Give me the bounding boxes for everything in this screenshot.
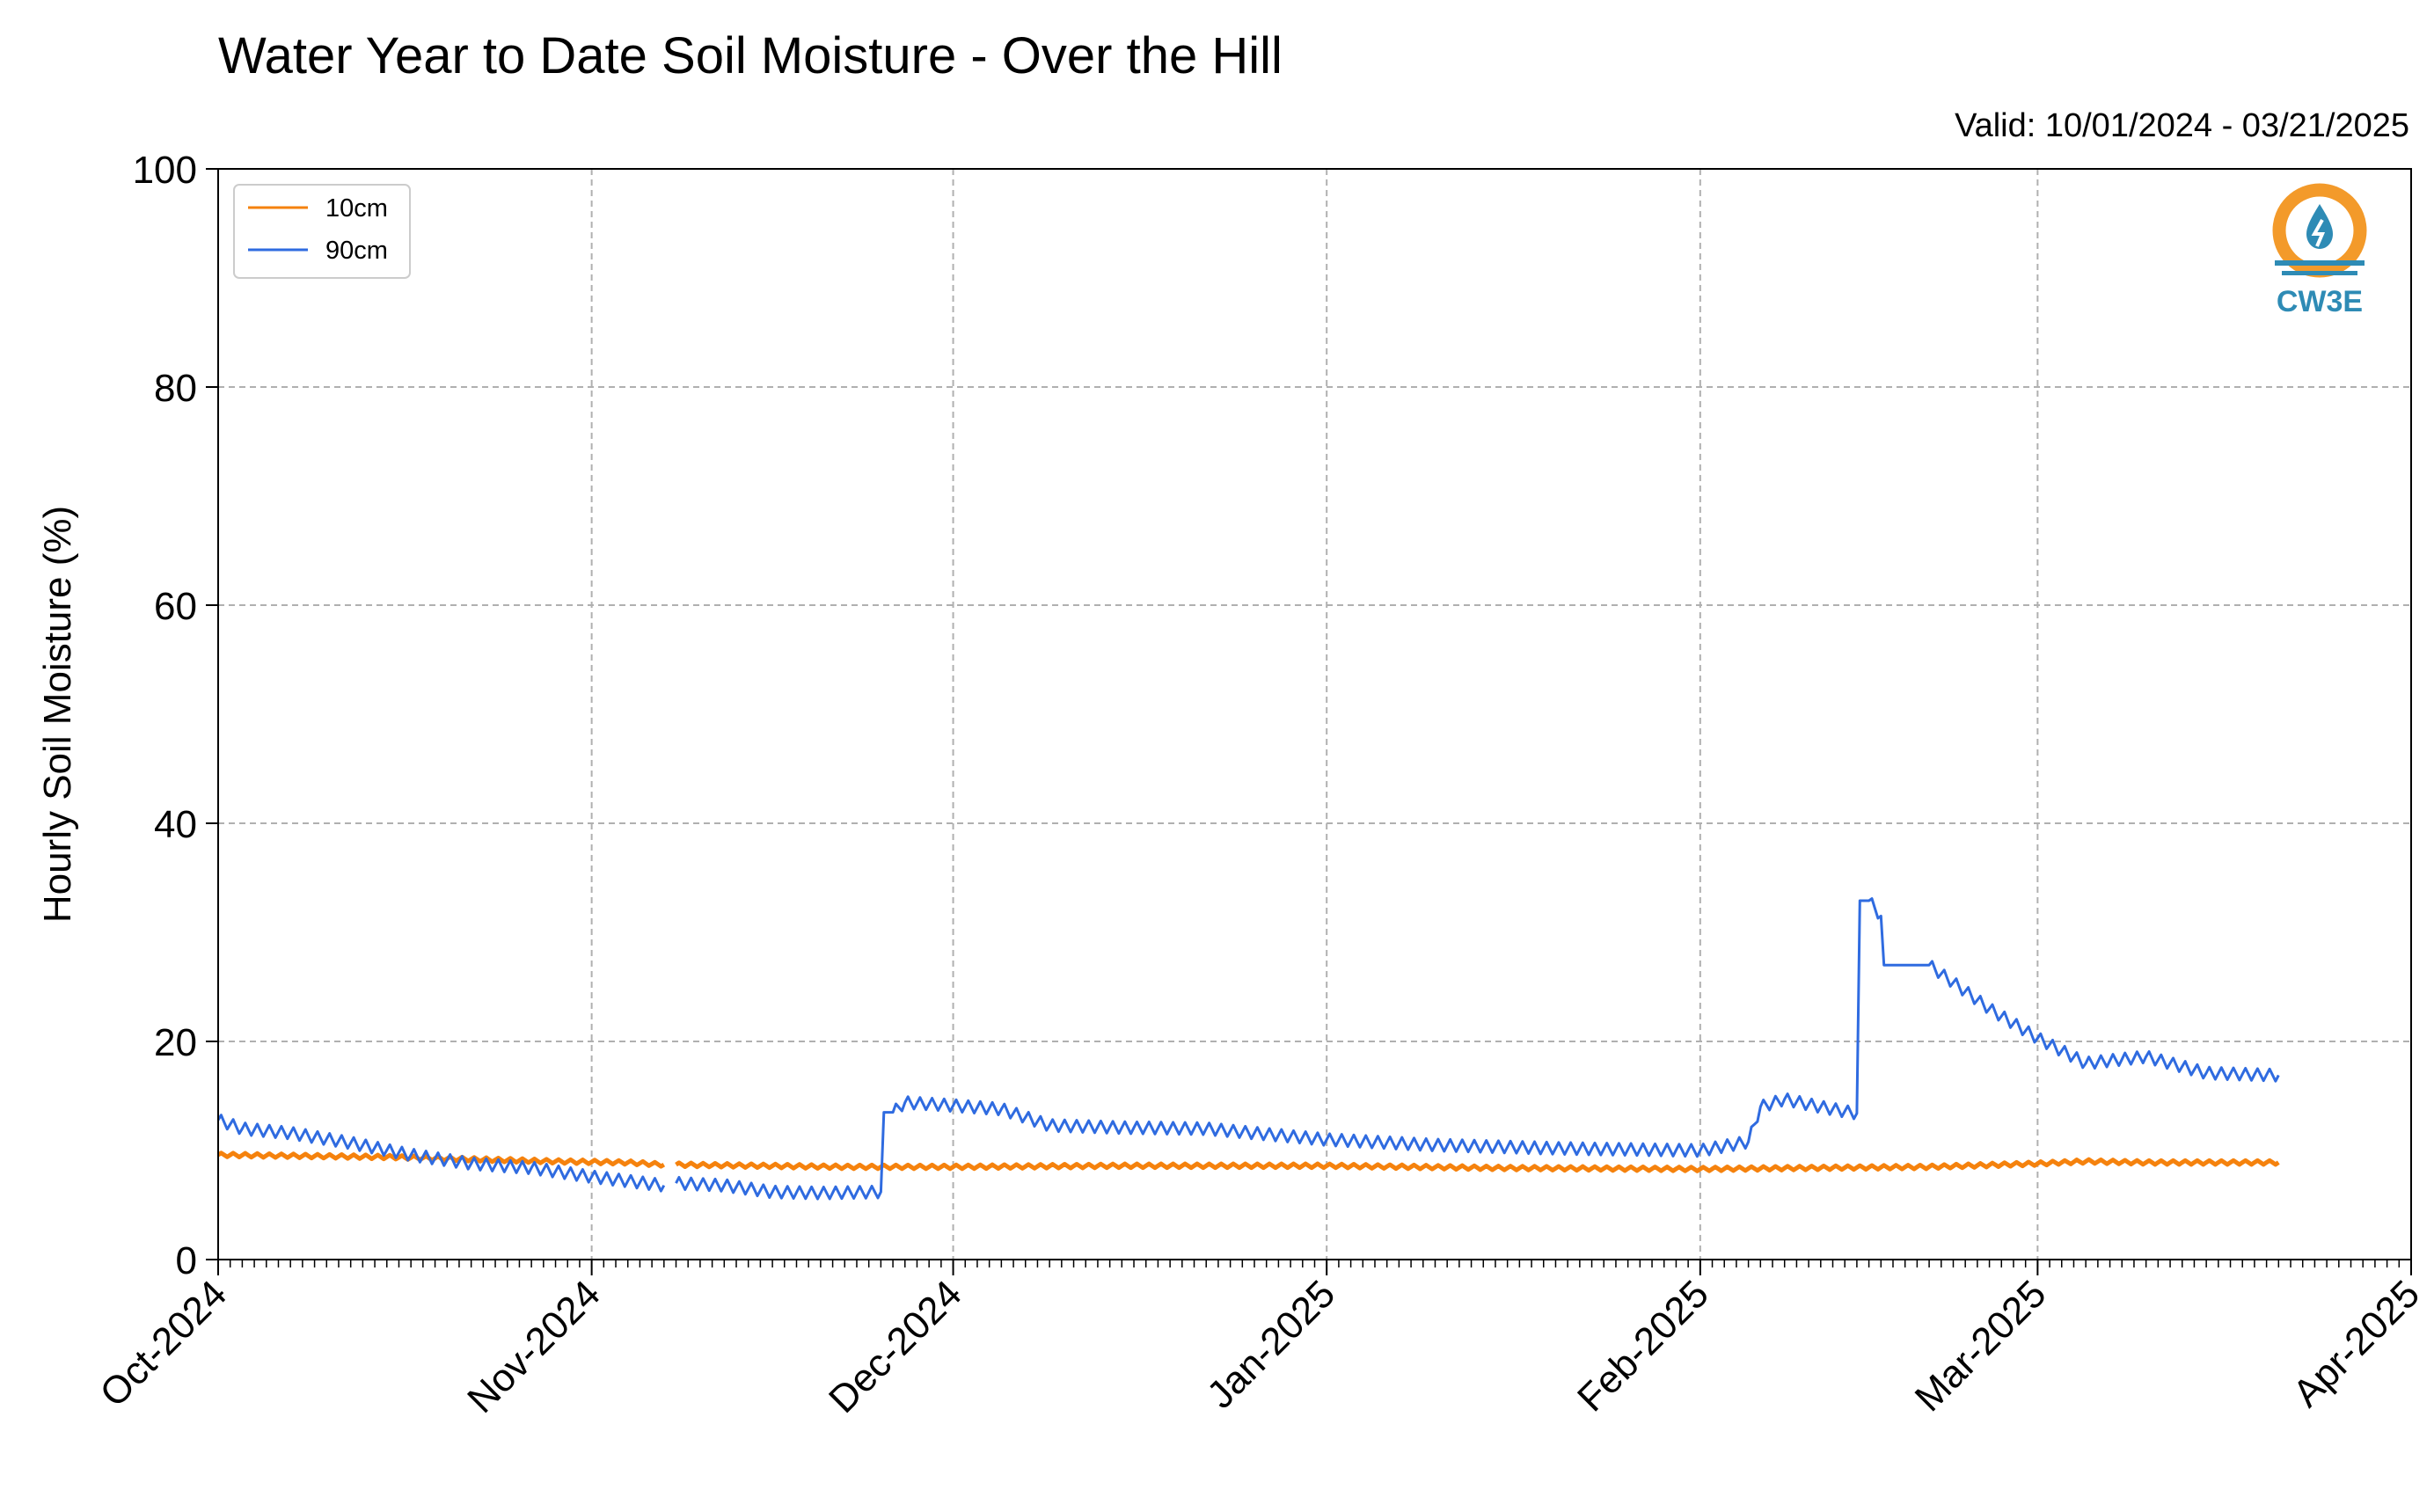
y-tick-label: 0 [176, 1239, 197, 1282]
legend: 10cm 90cm [233, 184, 411, 279]
logo-wave-icon [2275, 260, 2365, 266]
chart-title: Water Year to Date Soil Moisture - Over … [218, 27, 1283, 84]
y-tick-label: 60 [154, 585, 197, 628]
x-tick-label: Jan-2025 [1199, 1272, 1343, 1416]
series-lines [216, 897, 2280, 1201]
x-tick-label: Feb-2025 [1569, 1272, 1717, 1420]
plot-frame [217, 168, 2412, 1260]
y-tick-label: 80 [154, 367, 197, 410]
y-tick-label: 100 [133, 149, 197, 192]
series-line-10cm [675, 1157, 2280, 1173]
y-axis: 0 20 40 60 80 100 [133, 149, 218, 1282]
logo-wave-icon [2282, 271, 2357, 275]
y-axis-label: Hourly Soil Moisture (%) [36, 506, 79, 923]
grid-lines [218, 169, 2411, 1260]
x-tick-label: Oct-2024 [91, 1272, 235, 1415]
x-tick-label: Mar-2025 [1907, 1272, 2055, 1420]
x-tick-label: Nov-2024 [459, 1272, 609, 1421]
valid-date-range: Valid: 10/01/2024 - 03/21/2025 [1955, 107, 2409, 144]
cw3e-logo: CW3E [2272, 183, 2367, 318]
x-axis: Oct-2024 Nov-2024 Dec-2024 Jan-2025 Feb-2025… [91, 1260, 2428, 1421]
y-tick-label: 40 [154, 803, 197, 846]
x-tick-label: Dec-2024 [821, 1272, 970, 1421]
logo-drop-mark [2311, 219, 2326, 247]
x-tick-label: Apr-2025 [2284, 1272, 2428, 1415]
legend-label-10cm: 10cm [325, 194, 388, 223]
series-line-90cm [675, 897, 2280, 1201]
series-line-90cm [216, 1114, 666, 1193]
logo-text: CW3E [2277, 285, 2363, 318]
y-tick-label: 20 [154, 1021, 197, 1064]
legend-label-90cm: 90cm [325, 237, 388, 265]
